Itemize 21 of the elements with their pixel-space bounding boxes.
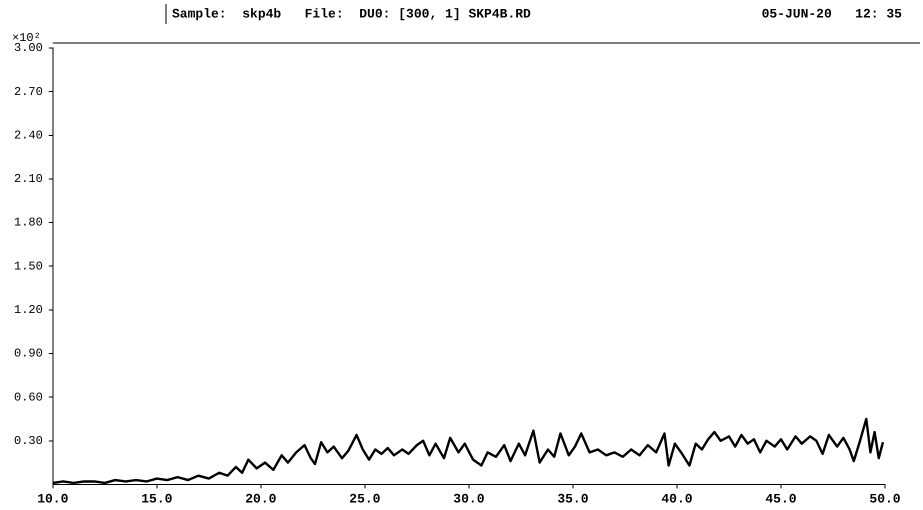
y-tick-label: 3.00 [14, 41, 43, 56]
x-tick-label: 25.0 [349, 491, 381, 506]
y-tick-label: 1.80 [14, 216, 43, 230]
y-tick-label: 1.50 [14, 259, 43, 274]
x-tick-label: 50.0 [869, 491, 901, 506]
x-tick-label: 10.0 [37, 491, 69, 506]
x-tick-label: 35.0 [557, 491, 589, 506]
x-tick-label: 40.0 [661, 491, 693, 506]
y-tick-label: 0.30 [14, 434, 43, 448]
y-tick-label: 2.40 [14, 128, 43, 142]
x-tick-label: 45.0 [765, 491, 797, 506]
text: 05-JUN-20 12: 35 [762, 6, 902, 22]
y-tick-label: 0.60 [14, 390, 43, 404]
x-tick-label: 20.0 [245, 491, 277, 506]
chart-title: Sample: skp4b File: DU0: [300, 1] SKP4B.RD [172, 6, 532, 22]
y-tick-label: 0.90 [14, 346, 43, 361]
y-tick-label: 2.10 [14, 172, 43, 186]
y-tick-label: 1.20 [14, 303, 43, 318]
x-tick-label: 15.0 [141, 491, 173, 506]
y-tick-label: 2.70 [14, 84, 43, 99]
x-tick-label: 30.0 [453, 491, 485, 506]
